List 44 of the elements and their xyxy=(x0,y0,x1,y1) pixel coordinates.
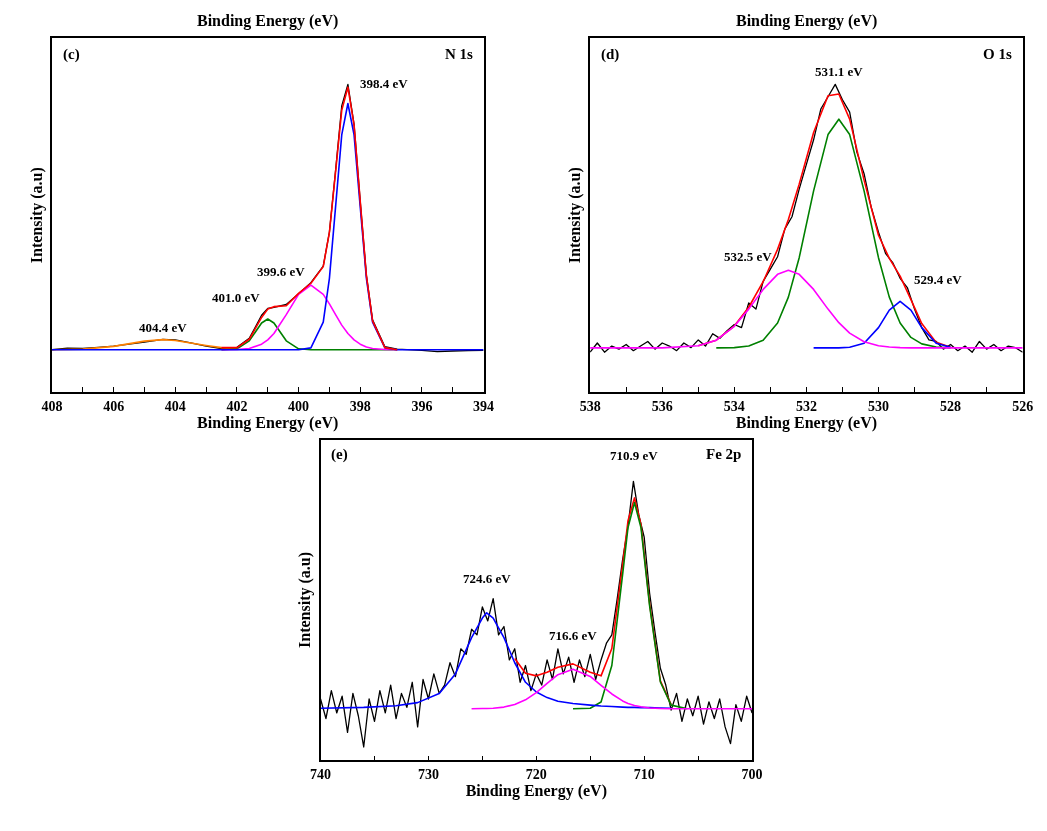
x-axis-title: Binding Energy (eV) xyxy=(465,781,607,800)
y-axis-title: Intensity (a.u) xyxy=(27,167,46,264)
x-tick-label: 526 xyxy=(1012,398,1034,414)
annotation: 532.5 eV xyxy=(724,249,773,264)
annotation: 398.4 eV xyxy=(360,76,409,91)
text: (e) xyxy=(331,446,348,463)
y-axis-title: Intensity (a.u) xyxy=(296,551,315,648)
x-tick-label: 408 xyxy=(41,398,63,414)
x-tick-label: 536 xyxy=(651,398,673,414)
annotation: 724.6 eV xyxy=(463,571,512,586)
x-tick-label: 740 xyxy=(310,766,332,782)
x-tick-label: 720 xyxy=(525,766,547,782)
x-tick-label: 730 xyxy=(417,766,439,782)
x-tick-label: 532 xyxy=(795,398,817,414)
x-tick-label: 394 xyxy=(473,398,495,414)
annotation: 401.0 eV xyxy=(212,290,261,305)
x-tick-label: 528 xyxy=(940,398,962,414)
x-tick-label: 406 xyxy=(103,398,125,414)
x-tick-label: 710 xyxy=(633,766,655,782)
x-tick-label: 538 xyxy=(579,398,601,414)
annotation: 531.1 eV xyxy=(815,64,864,79)
x-axis-title: Binding Energy (eV) xyxy=(735,413,878,432)
x-tick-label: 530 xyxy=(867,398,889,414)
x-tick-label: 404 xyxy=(164,398,186,414)
text: Fe 2p xyxy=(706,446,742,462)
text: (d) xyxy=(601,46,620,63)
x-tick-label: 402 xyxy=(226,398,248,414)
y-axis-title: Intensity (a.u) xyxy=(565,167,584,264)
x-axis-title: Binding Energy (eV) xyxy=(197,413,339,432)
annotation: 710.9 eV xyxy=(610,448,659,463)
x-tick-label: 396 xyxy=(411,398,433,414)
x-tick-label: 400 xyxy=(288,398,310,414)
chart-title: Binding Energy (eV) xyxy=(736,12,878,30)
text: N 1s xyxy=(445,46,474,62)
chart-title: Binding Energy (eV) xyxy=(197,12,339,30)
text: (c) xyxy=(63,46,80,63)
annotation: 529.4 eV xyxy=(914,272,963,287)
annotation: 404.4 eV xyxy=(139,320,188,335)
annotation: 399.6 eV xyxy=(257,264,306,279)
x-tick-label: 398 xyxy=(349,398,371,414)
x-tick-label: 700 xyxy=(741,766,763,782)
x-tick-label: 534 xyxy=(723,398,745,414)
text: O 1s xyxy=(983,46,1012,62)
annotation: 716.6 eV xyxy=(549,628,598,643)
